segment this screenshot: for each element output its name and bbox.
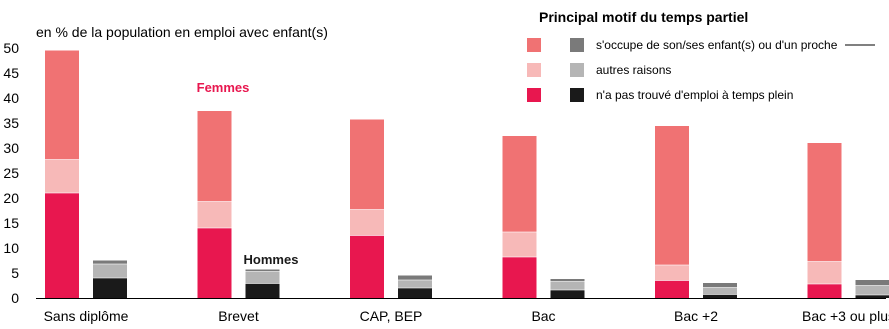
bar-segment-hommes-1 (703, 287, 737, 295)
legend-label: s'occupe de son/ses enfant(s) ou d'un pr… (596, 38, 838, 52)
legend-items: s'occupe de son/ses enfant(s) ou d'un pr… (527, 38, 875, 102)
x-tick-label: Bac (531, 308, 555, 324)
y-tick-label: 50 (3, 40, 19, 56)
bar-segment-hommes-1 (245, 271, 280, 284)
x-axis: Sans diplôme Brevet CAP, BEP Bac Bac +2 Bac +… (36, 298, 889, 324)
y-tick-label: 0 (11, 290, 19, 306)
x-tick-label: Bac +2 (674, 308, 718, 324)
bar-segment-femmes-2 (197, 111, 232, 202)
bar-segment-hommes-0 (93, 278, 127, 298)
bar-segment-hommes-2 (398, 275, 432, 280)
bar-segment-femmes-1 (502, 232, 537, 257)
bar-segment-hommes-0 (398, 288, 432, 298)
annotation-hommes: Hommes (244, 252, 299, 267)
y-axis: 0 5 10 15 20 25 30 35 40 45 50 (3, 40, 19, 306)
bar-segment-femmes-2 (45, 50, 79, 160)
legend-swatch-femmes (527, 88, 541, 102)
legend: Principal motif du temps partiel s'occup… (527, 9, 875, 102)
bar-segment-femmes-0 (45, 193, 79, 298)
bar-segment-femmes-1 (45, 159, 79, 193)
bar-segment-hommes-0 (550, 290, 585, 298)
annotation-femmes: Femmes (197, 80, 250, 95)
legend-label: n'a pas trouvé d'emploi à temps plein (596, 88, 793, 102)
y-tick-label: 40 (3, 90, 19, 106)
bar-segment-femmes-1 (655, 265, 689, 281)
bar-segment-hommes-0 (245, 283, 280, 298)
bar-segment-hommes-2 (245, 269, 280, 272)
legend-title: Principal motif du temps partiel (539, 9, 748, 25)
bar-segment-femmes-1 (350, 209, 384, 236)
legend-swatch-hommes (570, 63, 584, 77)
bar-segment-femmes-2 (655, 126, 689, 265)
bar-segment-hommes-0 (855, 295, 889, 298)
legend-label: autres raisons (596, 63, 671, 77)
y-tick-label: 35 (3, 115, 19, 131)
y-tick-label: 30 (3, 140, 19, 156)
bar-segment-femmes-2 (502, 136, 537, 232)
bar-segment-femmes-0 (655, 280, 689, 298)
bar-segment-hommes-1 (398, 280, 432, 288)
bar-segment-femmes-0 (807, 284, 842, 298)
legend-swatch-hommes (570, 88, 584, 102)
x-tick-label: Brevet (218, 308, 259, 324)
bar-segment-femmes-0 (350, 235, 384, 298)
y-tick-label: 15 (3, 215, 19, 231)
legend-swatch-femmes (527, 38, 541, 52)
bar-segment-hommes-2 (93, 260, 127, 264)
bar-segment-hommes-1 (855, 285, 889, 295)
x-tick-label: Bac +3 ou plus (802, 308, 889, 324)
bar-segment-femmes-0 (197, 228, 232, 298)
bar-segment-femmes-2 (350, 119, 384, 210)
bars (45, 50, 889, 298)
bar-segment-hommes-1 (93, 264, 127, 278)
y-tick-label: 10 (3, 240, 19, 256)
y-tick-label: 45 (3, 65, 19, 81)
bar-segment-femmes-1 (807, 261, 842, 284)
bar-segment-hommes-2 (550, 279, 585, 282)
bar-segment-femmes-0 (502, 257, 537, 298)
x-tick-label: Sans diplôme (44, 308, 129, 324)
y-tick-label: 25 (3, 165, 19, 181)
x-tick-label: CAP, BEP (360, 308, 423, 324)
bar-segment-hommes-0 (703, 294, 737, 298)
legend-swatch-hommes (570, 38, 584, 52)
bar-segment-hommes-2 (855, 280, 889, 286)
y-tick-label: 20 (3, 190, 19, 206)
bar-segment-hommes-1 (550, 281, 585, 290)
bar-segment-femmes-1 (197, 201, 232, 228)
y-axis-label: en % de la population en emploi avec enf… (36, 24, 328, 40)
legend-swatch-femmes (527, 63, 541, 77)
y-tick-label: 5 (11, 265, 19, 281)
bar-segment-hommes-2 (703, 283, 737, 288)
bar-segment-femmes-2 (807, 143, 842, 262)
